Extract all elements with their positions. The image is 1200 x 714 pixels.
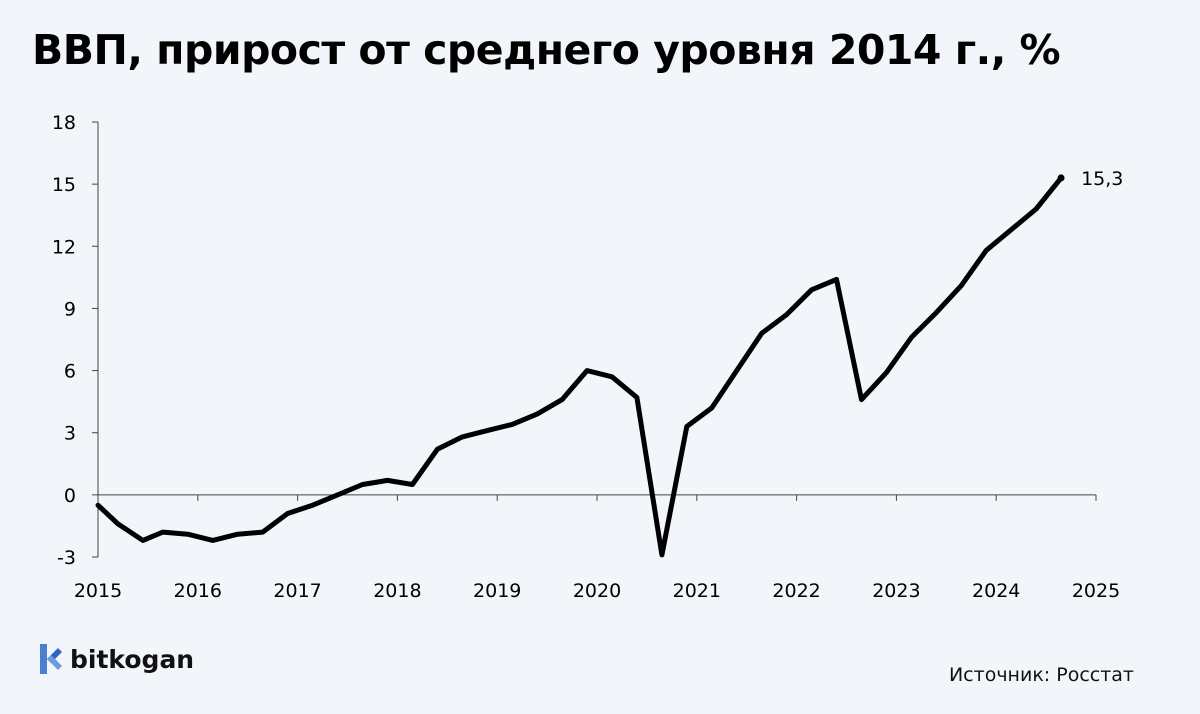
y-tick-label: 15 [52, 174, 76, 196]
x-tick-label: 2025 [1072, 580, 1120, 602]
x-tick-label: 2023 [872, 580, 920, 602]
x-tick-label: 2019 [473, 580, 521, 602]
y-tick-label: 9 [64, 298, 76, 320]
bitkogan-logo: bitkogan [34, 642, 194, 676]
logo-text: bitkogan [70, 644, 195, 674]
y-tick-label: -3 [57, 547, 76, 569]
y-tick-label: 18 [52, 112, 76, 134]
labels-layer: -3 0 3 6 9 12 15 18 2015 2016 2017 2018 2019 2020 2021… [52, 112, 1124, 602]
chart-title: ВВП, прирост от среднего уровня 2014 г.,… [32, 26, 1061, 74]
y-tick-label: 6 [64, 361, 76, 383]
bitkogan-logo-icon [40, 644, 62, 674]
x-tick-label: 2015 [74, 580, 122, 602]
x-tick-label: 2016 [174, 580, 222, 602]
y-tick-label: 0 [64, 485, 76, 507]
gdp-series-line [95, 175, 1064, 558]
source-note: Источник: Росстат [948, 664, 1134, 686]
x-tick-label: 2021 [673, 580, 721, 602]
x-tick-label: 2018 [373, 580, 421, 602]
x-tick-label: 2017 [273, 580, 321, 602]
last-point-marker [1057, 174, 1065, 182]
y-tick-label: 3 [64, 423, 76, 445]
x-tick-label: 2024 [972, 580, 1020, 602]
series-layer [95, 174, 1065, 558]
axes [92, 121, 1097, 558]
x-tick-label: 2022 [772, 580, 820, 602]
last-value-label: 15,3 [1081, 168, 1123, 190]
y-tick-label: 12 [52, 236, 76, 258]
x-tick-label: 2020 [573, 580, 621, 602]
